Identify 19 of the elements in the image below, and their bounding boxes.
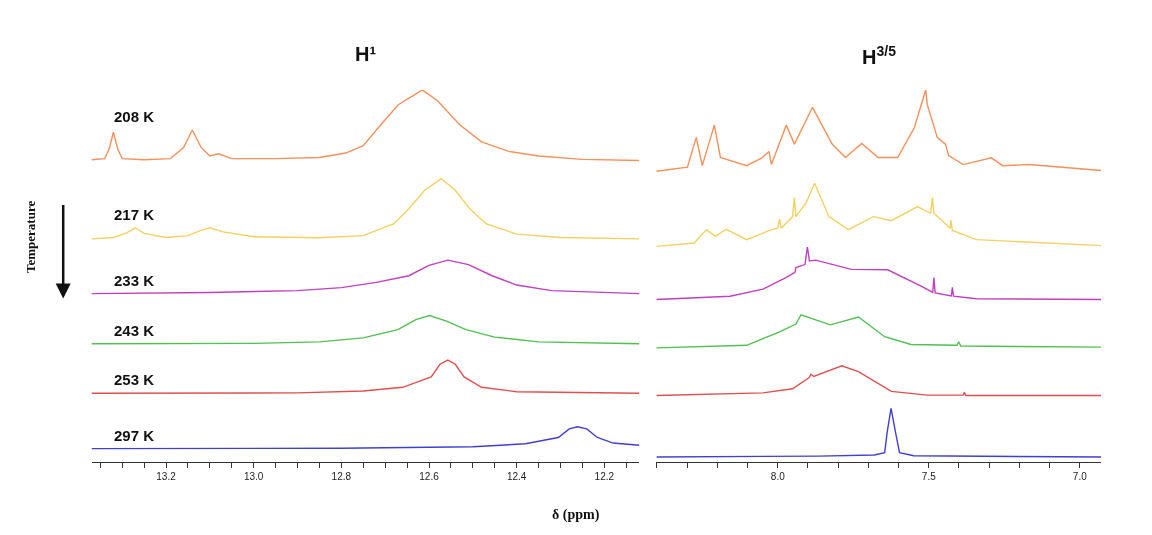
x-tick-label: 7.5 xyxy=(921,470,937,482)
series-label: 297 K xyxy=(114,427,155,444)
series-label: 208 K xyxy=(114,108,155,125)
x-tick-label: 12.8 xyxy=(331,470,352,482)
series-label: 243 K xyxy=(114,322,155,339)
x-tick-label: 13.2 xyxy=(156,470,177,482)
x-tick-label: 8.0 xyxy=(770,470,786,482)
x-tick-label: 12.6 xyxy=(419,470,440,482)
chart-title: H¹ xyxy=(355,43,377,65)
x-axis-title: δ (ppm) xyxy=(552,507,600,523)
x-tick-label: 7.0 xyxy=(1072,470,1088,482)
text: Temperature xyxy=(22,200,38,273)
series-label: 253 K xyxy=(114,371,155,388)
x-tick-label: 13.0 xyxy=(243,470,264,482)
x-tick-label: 12.4 xyxy=(506,470,527,482)
x-tick-label: 12.2 xyxy=(594,470,615,482)
series-label: 217 K xyxy=(114,206,155,223)
chart-title: H$^{3/5}$ xyxy=(862,43,897,69)
series-label: 233 K xyxy=(114,272,155,289)
